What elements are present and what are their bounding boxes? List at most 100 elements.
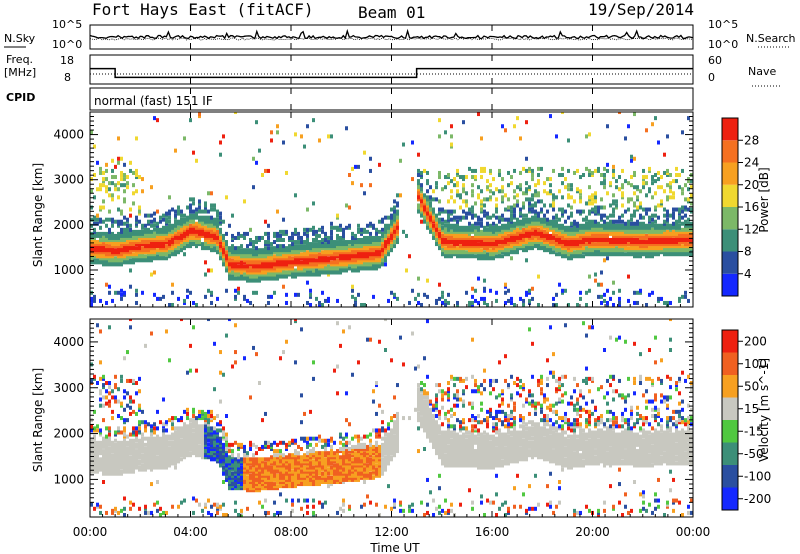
echo-cell (321, 262, 324, 267)
echo-cell (558, 235, 561, 240)
echo-cell (315, 246, 318, 251)
echo-cell (198, 231, 201, 236)
echo-cell (225, 258, 228, 263)
echo-cell (132, 432, 135, 437)
echo-cell (462, 225, 465, 230)
echo-cell (333, 264, 336, 269)
echo-cell (258, 264, 261, 269)
echo-cell (684, 197, 687, 202)
echo-cell (123, 407, 126, 412)
echo-cell (585, 248, 588, 253)
echo-cell (462, 231, 465, 236)
echo-cell (297, 264, 300, 269)
echo-cell (105, 436, 108, 441)
echo-cell (435, 215, 438, 220)
echo-cell (99, 298, 102, 303)
echo-cell (276, 250, 279, 255)
echo-cell (186, 219, 189, 224)
echo-cell (240, 264, 243, 269)
echo-cell (531, 221, 534, 226)
echo-cell (465, 175, 468, 180)
echo-cell (567, 138, 570, 143)
echo-cell (93, 240, 96, 245)
echo-cell (525, 244, 528, 249)
echo-cell (444, 250, 447, 255)
echo-cell (594, 229, 597, 234)
echo-cell (612, 280, 615, 285)
echo-cell (531, 197, 534, 202)
echo-cell (633, 252, 636, 257)
echo-cell (675, 242, 678, 247)
echo-cell (648, 252, 651, 257)
echo-cell (519, 242, 522, 247)
echo-cell (258, 248, 261, 253)
echo-cell (126, 231, 129, 236)
echo-cell (105, 177, 108, 182)
echo-cell (282, 246, 285, 251)
echo-cell (93, 244, 96, 249)
echo-cell (666, 217, 669, 222)
echo-cell (645, 252, 648, 257)
echo-cell (198, 229, 201, 234)
echo-cell (207, 209, 210, 214)
echo-cell (585, 252, 588, 257)
echo-cell (117, 221, 120, 226)
echo-cell (144, 442, 147, 447)
echo-cell (186, 223, 189, 228)
echo-cell (312, 252, 315, 257)
echo-cell (114, 467, 117, 472)
echo-cell (303, 246, 306, 251)
echo-cell (684, 213, 687, 218)
echo-cell (162, 248, 165, 253)
echo-cell (339, 264, 342, 269)
echo-cell (393, 205, 396, 210)
echo-cell (423, 211, 426, 216)
echo-cell (393, 292, 396, 297)
echo-cell (366, 238, 369, 242)
echo-cell (480, 168, 483, 173)
echo-cell (423, 292, 426, 297)
echo-cell (546, 240, 549, 245)
echo-cell (171, 444, 174, 449)
echo-cell (525, 238, 528, 242)
echo-cell (177, 447, 180, 451)
echo-cell (555, 134, 558, 139)
echo-cell (498, 254, 501, 259)
echo-cell (255, 260, 258, 265)
echo-cell (144, 254, 147, 259)
echo-cell (636, 233, 639, 238)
echo-cell (642, 181, 645, 186)
echo-cell (369, 168, 372, 173)
echo-cell (597, 225, 600, 230)
echo-cell (168, 442, 171, 447)
echo-cell (540, 225, 543, 230)
echo-cell (468, 242, 471, 247)
echo-cell (468, 240, 471, 245)
echo-cell (516, 116, 519, 121)
echo-cell (174, 461, 177, 466)
echo-cell (162, 447, 165, 451)
echo-cell (648, 242, 651, 247)
echo-cell (423, 193, 426, 198)
echo-cell (105, 248, 108, 253)
echo-cell (690, 240, 693, 245)
echo-cell (567, 215, 570, 220)
echo-cell (135, 391, 138, 396)
echo-cell (450, 254, 453, 259)
echo-cell (114, 233, 117, 238)
echo-cell (678, 250, 681, 255)
echo-cell (504, 231, 507, 236)
echo-cell (564, 240, 567, 245)
echo-cell (582, 254, 585, 259)
echo-cell (441, 227, 444, 232)
echo-cell (363, 235, 366, 240)
echo-cell (564, 250, 567, 255)
echo-cell (105, 240, 108, 245)
echo-cell (333, 254, 336, 259)
echo-cell (126, 225, 129, 230)
echo-cell (171, 282, 174, 287)
echo-cell (555, 233, 558, 238)
echo-cell (96, 455, 99, 460)
echo-cell (447, 292, 450, 297)
echo-cell (297, 256, 300, 261)
